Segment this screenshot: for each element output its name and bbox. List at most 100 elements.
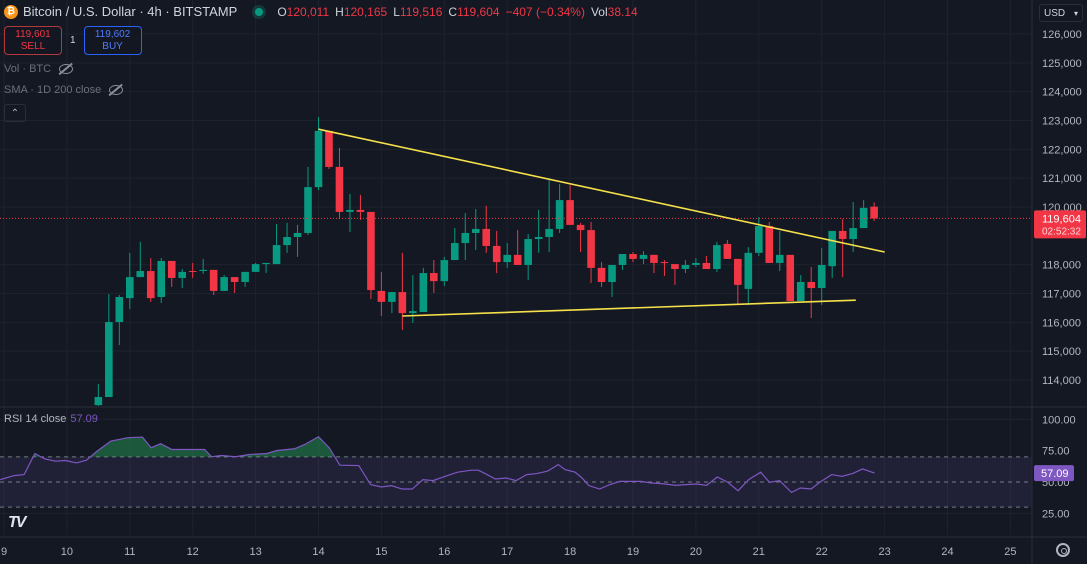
candle-down	[723, 239, 732, 259]
candle-up	[450, 228, 459, 261]
vol-key: Vol	[590, 4, 608, 19]
tradingview-logo[interactable]: TV	[8, 514, 27, 531]
last-price-tag	[1034, 210, 1086, 239]
high-value: 120,165	[343, 4, 388, 19]
candle-up	[136, 241, 145, 278]
candle-down	[146, 258, 155, 302]
candle-body	[734, 258, 742, 285]
candle-down	[597, 262, 606, 287]
x-tick-label: 22	[816, 546, 828, 558]
candle-body	[304, 187, 312, 233]
candle-body	[367, 211, 375, 291]
candle-body	[534, 236, 543, 240]
candle-body	[817, 264, 826, 289]
candle-body	[597, 267, 606, 282]
candle-body	[755, 226, 763, 253]
candle-down	[734, 258, 742, 306]
indicator-vol[interactable]: Vol · BTC	[4, 63, 74, 75]
candle-body	[555, 200, 564, 229]
candle-up	[105, 294, 113, 398]
candle-up	[755, 217, 763, 257]
candle-body	[272, 245, 281, 265]
candle-up	[419, 267, 428, 312]
candle-body	[838, 230, 847, 240]
x-tick-label: 21	[753, 546, 765, 558]
price-tick-label: 126,000	[1042, 29, 1082, 41]
price-tick-label: 121,000	[1042, 173, 1082, 185]
currency-label: USD	[1044, 7, 1066, 19]
candle-body	[859, 207, 868, 229]
candle-up	[681, 260, 690, 274]
change-value: −407 (−0.34%)	[505, 4, 585, 19]
symbol-title[interactable]: Bitcoin / U.S. Dollar · 4h · BITSTAMP	[23, 4, 238, 19]
candle-down	[671, 264, 679, 285]
low-key: L	[393, 4, 400, 19]
price-tick-label: 118,000	[1042, 260, 1081, 272]
candle-up	[534, 209, 543, 253]
candle-body	[608, 264, 616, 282]
x-tick-label: 20	[690, 546, 702, 558]
candle-body	[650, 254, 658, 263]
currency-dropdown[interactable]: USD ▾	[1039, 4, 1083, 22]
candle-body	[566, 200, 574, 225]
candle-body	[723, 243, 732, 259]
candle-body	[94, 397, 103, 406]
collapse-legend-button[interactable]: ⌃	[4, 104, 26, 122]
x-tick-label: 15	[375, 546, 387, 558]
candle-body	[356, 209, 365, 212]
rsi-tag-value: 57.09	[1041, 468, 1069, 480]
sell-button[interactable]: 119,601 SELL	[4, 26, 62, 55]
x-tick-label: 12	[187, 546, 199, 558]
candle-body	[786, 254, 795, 302]
candle-up	[199, 258, 207, 274]
x-tick-label: 17	[501, 546, 513, 558]
rsi-value-tag	[1034, 465, 1074, 482]
price-tick-label: 123,000	[1042, 116, 1082, 128]
indicator-sma[interactable]: SMA · 1D 200 close	[4, 84, 124, 96]
candle-up	[524, 234, 532, 280]
buy-price: 119,602	[94, 28, 131, 40]
eye-slash-icon[interactable]	[109, 85, 124, 95]
candle-body	[744, 252, 753, 289]
indicator-label: Vol · BTC	[4, 63, 52, 75]
candle-body	[188, 271, 197, 273]
candle-up	[608, 264, 616, 297]
candle-body	[503, 254, 511, 263]
candle-up	[346, 194, 354, 233]
rsi-legend[interactable]: RSI 14 close 57.09	[4, 413, 98, 425]
eye-slash-icon[interactable]	[59, 64, 74, 74]
trendlines[interactable]	[318, 128, 885, 317]
candle-body	[524, 239, 532, 265]
buy-button[interactable]: 119,602 BUY	[83, 26, 142, 55]
candle-body	[461, 232, 470, 244]
candle-up	[545, 179, 553, 252]
candle-up	[440, 256, 449, 287]
candle-up	[304, 166, 312, 235]
x-tick-label: 18	[564, 546, 576, 558]
candle-body	[325, 130, 333, 167]
candle-body	[618, 254, 627, 265]
candle-body	[450, 243, 459, 261]
trade-buttons: 119,601 SELL 1 119,602 BUY	[4, 26, 142, 55]
candle-body	[828, 230, 836, 267]
candle-body	[126, 277, 134, 299]
candle-body	[167, 260, 176, 278]
candle-down	[629, 251, 637, 263]
bitcoin-icon: ₿	[4, 4, 18, 19]
rsi-line	[0, 435, 875, 494]
candle-body	[314, 130, 323, 188]
candle-up	[503, 243, 511, 268]
candle-up	[859, 200, 868, 229]
x-tick-label: 19	[627, 546, 639, 558]
candle-body	[796, 281, 805, 302]
candle-down	[702, 256, 711, 270]
x-tick-label: 14	[312, 546, 324, 558]
candle-body	[251, 264, 260, 272]
candle-up	[713, 241, 721, 272]
candle-body	[681, 264, 690, 270]
candle-down	[167, 260, 176, 287]
candle-body	[660, 262, 669, 264]
settings-gear-icon[interactable]	[1056, 543, 1070, 557]
candle-down	[492, 230, 501, 274]
